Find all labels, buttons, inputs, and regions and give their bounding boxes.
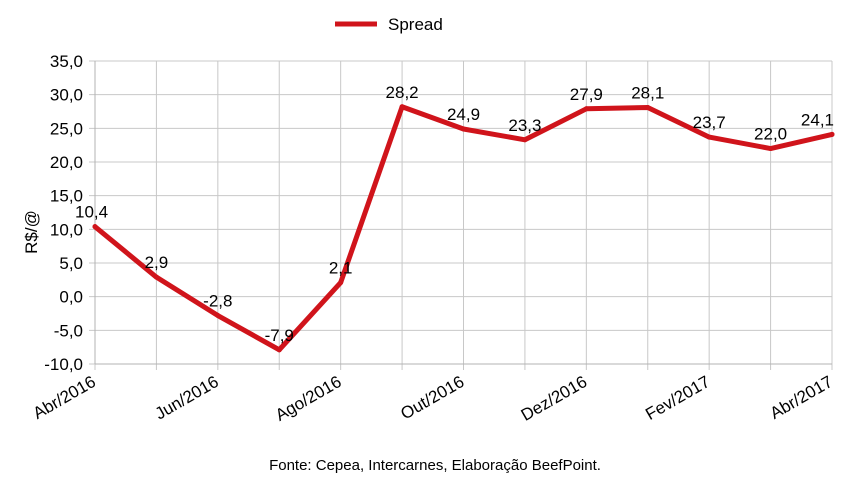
data-label: 2,1 <box>329 259 353 278</box>
data-point <box>215 313 221 319</box>
legend: Spread <box>335 15 443 34</box>
data-label: 27,9 <box>570 85 603 104</box>
y-tick-label: 15,0 <box>50 187 83 206</box>
data-label: -7,9 <box>265 326 294 345</box>
data-point <box>583 106 589 112</box>
x-tick-label: Abr/2016 <box>30 372 99 423</box>
y-axis-ticks: 35,0 30,0 25,0 20,0 15,0 10,0 5,0 0,0 -5,0 -10,0 <box>44 52 83 374</box>
y-tick-label: -5,0 <box>54 321 83 340</box>
data-label: -2,8 <box>203 292 232 311</box>
data-label: 2,9 <box>145 253 169 272</box>
data-point <box>829 131 835 137</box>
y-tick-label: 0,0 <box>59 288 83 307</box>
x-axis-ticks: Abr/2016 Jun/2016 Ago/2016 Out/2016 Dez/2016… <box>30 372 836 425</box>
y-tick-label: 35,0 <box>50 52 83 71</box>
data-label: 28,1 <box>631 83 664 102</box>
data-point <box>153 274 159 280</box>
legend-label: Spread <box>388 15 443 34</box>
y-axis-label: R$/@ <box>22 210 41 254</box>
y-tick-label: 5,0 <box>59 254 83 273</box>
data-point <box>706 134 712 140</box>
data-label: 10,4 <box>75 203 108 222</box>
x-tick-label: Ago/2016 <box>272 372 345 425</box>
x-tick-label: Fev/2017 <box>642 372 713 424</box>
data-label: 24,9 <box>447 105 480 124</box>
grid-lines <box>89 60 833 370</box>
data-point <box>768 146 774 152</box>
y-tick-label: 30,0 <box>50 86 83 105</box>
data-label: 23,3 <box>508 116 541 135</box>
source-note: Fonte: Cepea, Intercarnes, Elaboração Be… <box>269 457 601 474</box>
data-point <box>461 126 466 132</box>
x-tick-label: Abr/2017 <box>767 372 836 423</box>
data-point <box>645 104 651 110</box>
y-tick-label: 20,0 <box>50 153 83 172</box>
data-point <box>92 224 98 230</box>
y-tick-label: 10,0 <box>50 220 83 239</box>
x-tick-label: Jun/2016 <box>152 372 222 423</box>
data-point <box>522 137 528 143</box>
data-labels: 10,4 2,9 -2,8 -7,9 2,1 28,2 24,9 23,3 27,9 28,1 23… <box>75 83 834 345</box>
data-label: 28,2 <box>386 83 419 102</box>
data-point <box>338 280 344 286</box>
data-point <box>276 347 282 353</box>
y-tick-label: 25,0 <box>50 119 83 138</box>
data-point <box>399 104 405 110</box>
y-tick-label: -10,0 <box>44 355 83 374</box>
data-label: 23,7 <box>693 113 726 132</box>
data-label: 24,1 <box>801 110 834 129</box>
x-tick-label: Dez/2016 <box>518 372 591 425</box>
data-label: 22,0 <box>754 125 787 144</box>
x-tick-label: Out/2016 <box>397 372 467 423</box>
series-layer <box>92 104 835 353</box>
